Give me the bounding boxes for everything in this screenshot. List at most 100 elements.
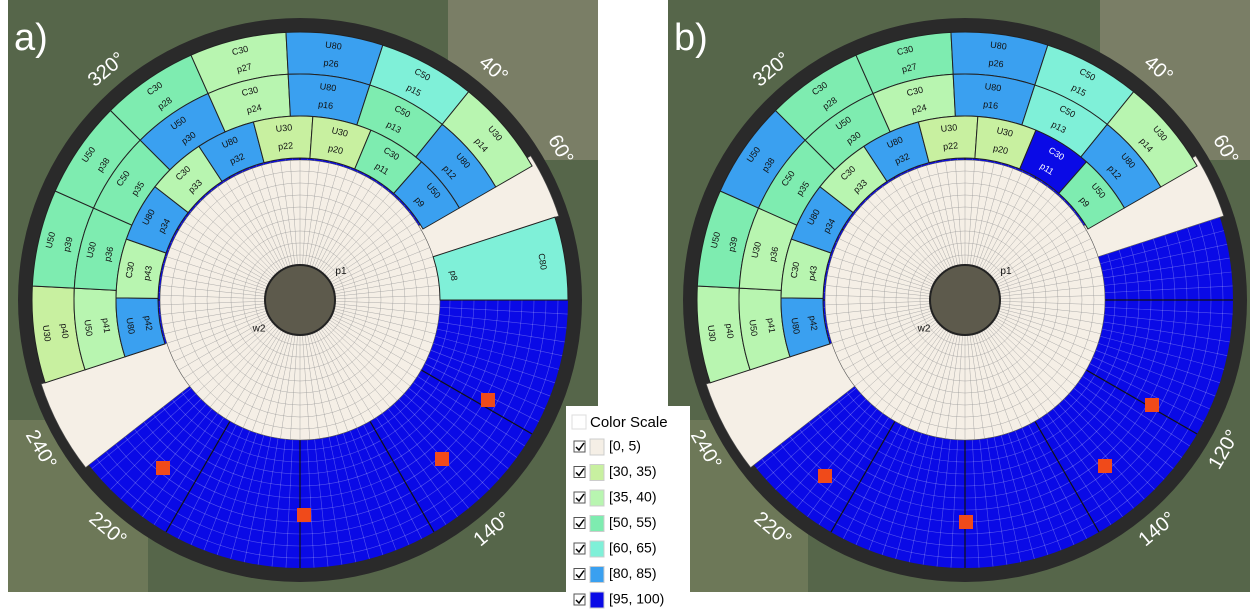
grid-line	[1100, 230, 1224, 265]
grid-line	[334, 275, 438, 295]
grid-line	[190, 427, 244, 545]
grid-line	[848, 319, 937, 379]
cell-label: C30	[124, 261, 137, 279]
sector-line	[420, 369, 533, 435]
cell-label: C30	[231, 44, 249, 58]
legend-label: [80, 85)	[609, 565, 656, 581]
cell-label: p26	[323, 57, 339, 69]
grid-line	[164, 308, 267, 335]
cell-label: p22	[943, 140, 959, 151]
grid-line	[1100, 335, 1224, 370]
cell-label: U30	[41, 324, 53, 342]
grid-line	[316, 330, 366, 424]
grid-line	[935, 163, 958, 266]
check-mark	[575, 493, 585, 503]
grid-line	[1101, 243, 1228, 272]
cell-label: p9	[413, 195, 427, 209]
grid-line	[160, 294, 266, 299]
grid-line	[100, 393, 197, 480]
grid-line	[985, 328, 1048, 414]
grid-line	[110, 398, 202, 490]
cell-label: p40	[59, 323, 71, 339]
grid-line	[807, 413, 883, 517]
legend-swatch	[589, 464, 605, 481]
grid-line	[427, 356, 545, 410]
grid-line	[325, 323, 405, 394]
legend-swatch	[589, 489, 605, 507]
check-mark	[575, 544, 585, 554]
grid-line	[775, 398, 867, 490]
grid-line	[989, 325, 1063, 401]
grid-line	[322, 192, 391, 274]
grid-line	[334, 285, 440, 297]
check-mark	[575, 519, 585, 528]
grid-line	[854, 213, 938, 279]
grid-line	[328, 319, 417, 379]
grid-line	[320, 328, 383, 414]
grid-line	[316, 176, 366, 270]
grid-line	[320, 186, 383, 272]
grid-line	[818, 417, 890, 525]
grid-line	[202, 325, 276, 401]
legend-swatch	[589, 540, 605, 558]
grid-line	[945, 161, 961, 266]
grid-line	[217, 328, 280, 414]
cell-label: U30	[275, 122, 292, 133]
grid-line	[333, 310, 434, 344]
grid-line	[992, 213, 1076, 279]
grid-line	[881, 433, 923, 555]
grid-line	[981, 176, 1031, 270]
grid-line	[1089, 363, 1204, 422]
grid-line	[860, 206, 940, 277]
grid-line	[307, 439, 315, 568]
grid-line	[969, 334, 985, 439]
grid-line	[160, 285, 266, 297]
check-mark	[575, 468, 585, 477]
grid-line	[890, 329, 947, 419]
center-label: w2	[252, 323, 266, 334]
cell-label: p8	[448, 270, 459, 281]
grid-line	[183, 319, 272, 379]
legend-checkbox	[573, 440, 586, 453]
legend-swatch	[589, 591, 605, 609]
grid-line	[335, 435, 370, 559]
grid-line	[257, 438, 279, 565]
grid-line	[843, 229, 935, 283]
grid-line	[170, 312, 268, 353]
grid-line	[174, 238, 269, 285]
grid-line	[989, 199, 1063, 275]
legend-checkbox	[573, 491, 586, 504]
legend-label: [30, 35)	[609, 463, 656, 479]
cell-label: U50	[44, 231, 58, 249]
inner-grid	[825, 160, 1105, 440]
grid-line	[304, 161, 320, 266]
grid-line	[796, 408, 878, 509]
grid-line	[280, 161, 296, 266]
grid-line	[945, 334, 961, 439]
grid-line	[408, 387, 509, 469]
grid-line	[328, 221, 417, 281]
grid-line	[854, 321, 938, 387]
grid-line	[356, 427, 410, 545]
grid-line	[825, 285, 931, 297]
grid-line	[987, 192, 1056, 274]
grid-line	[439, 314, 567, 329]
grid-line	[166, 256, 267, 290]
legend-checkbox	[573, 466, 586, 478]
grid-line	[765, 393, 862, 480]
legend-swatch	[589, 566, 605, 583]
grid-line	[304, 334, 320, 439]
grid-line	[280, 334, 296, 439]
grid-line	[162, 305, 266, 325]
grid-line	[393, 403, 480, 500]
grid-line	[1101, 328, 1228, 357]
grid-line	[382, 413, 458, 517]
grid-line	[189, 213, 273, 279]
grid-line	[342, 433, 384, 555]
cell-label: C30	[241, 85, 259, 99]
grid-line	[990, 323, 1070, 394]
cell-label: U80	[319, 81, 337, 93]
grid-line	[331, 238, 426, 285]
